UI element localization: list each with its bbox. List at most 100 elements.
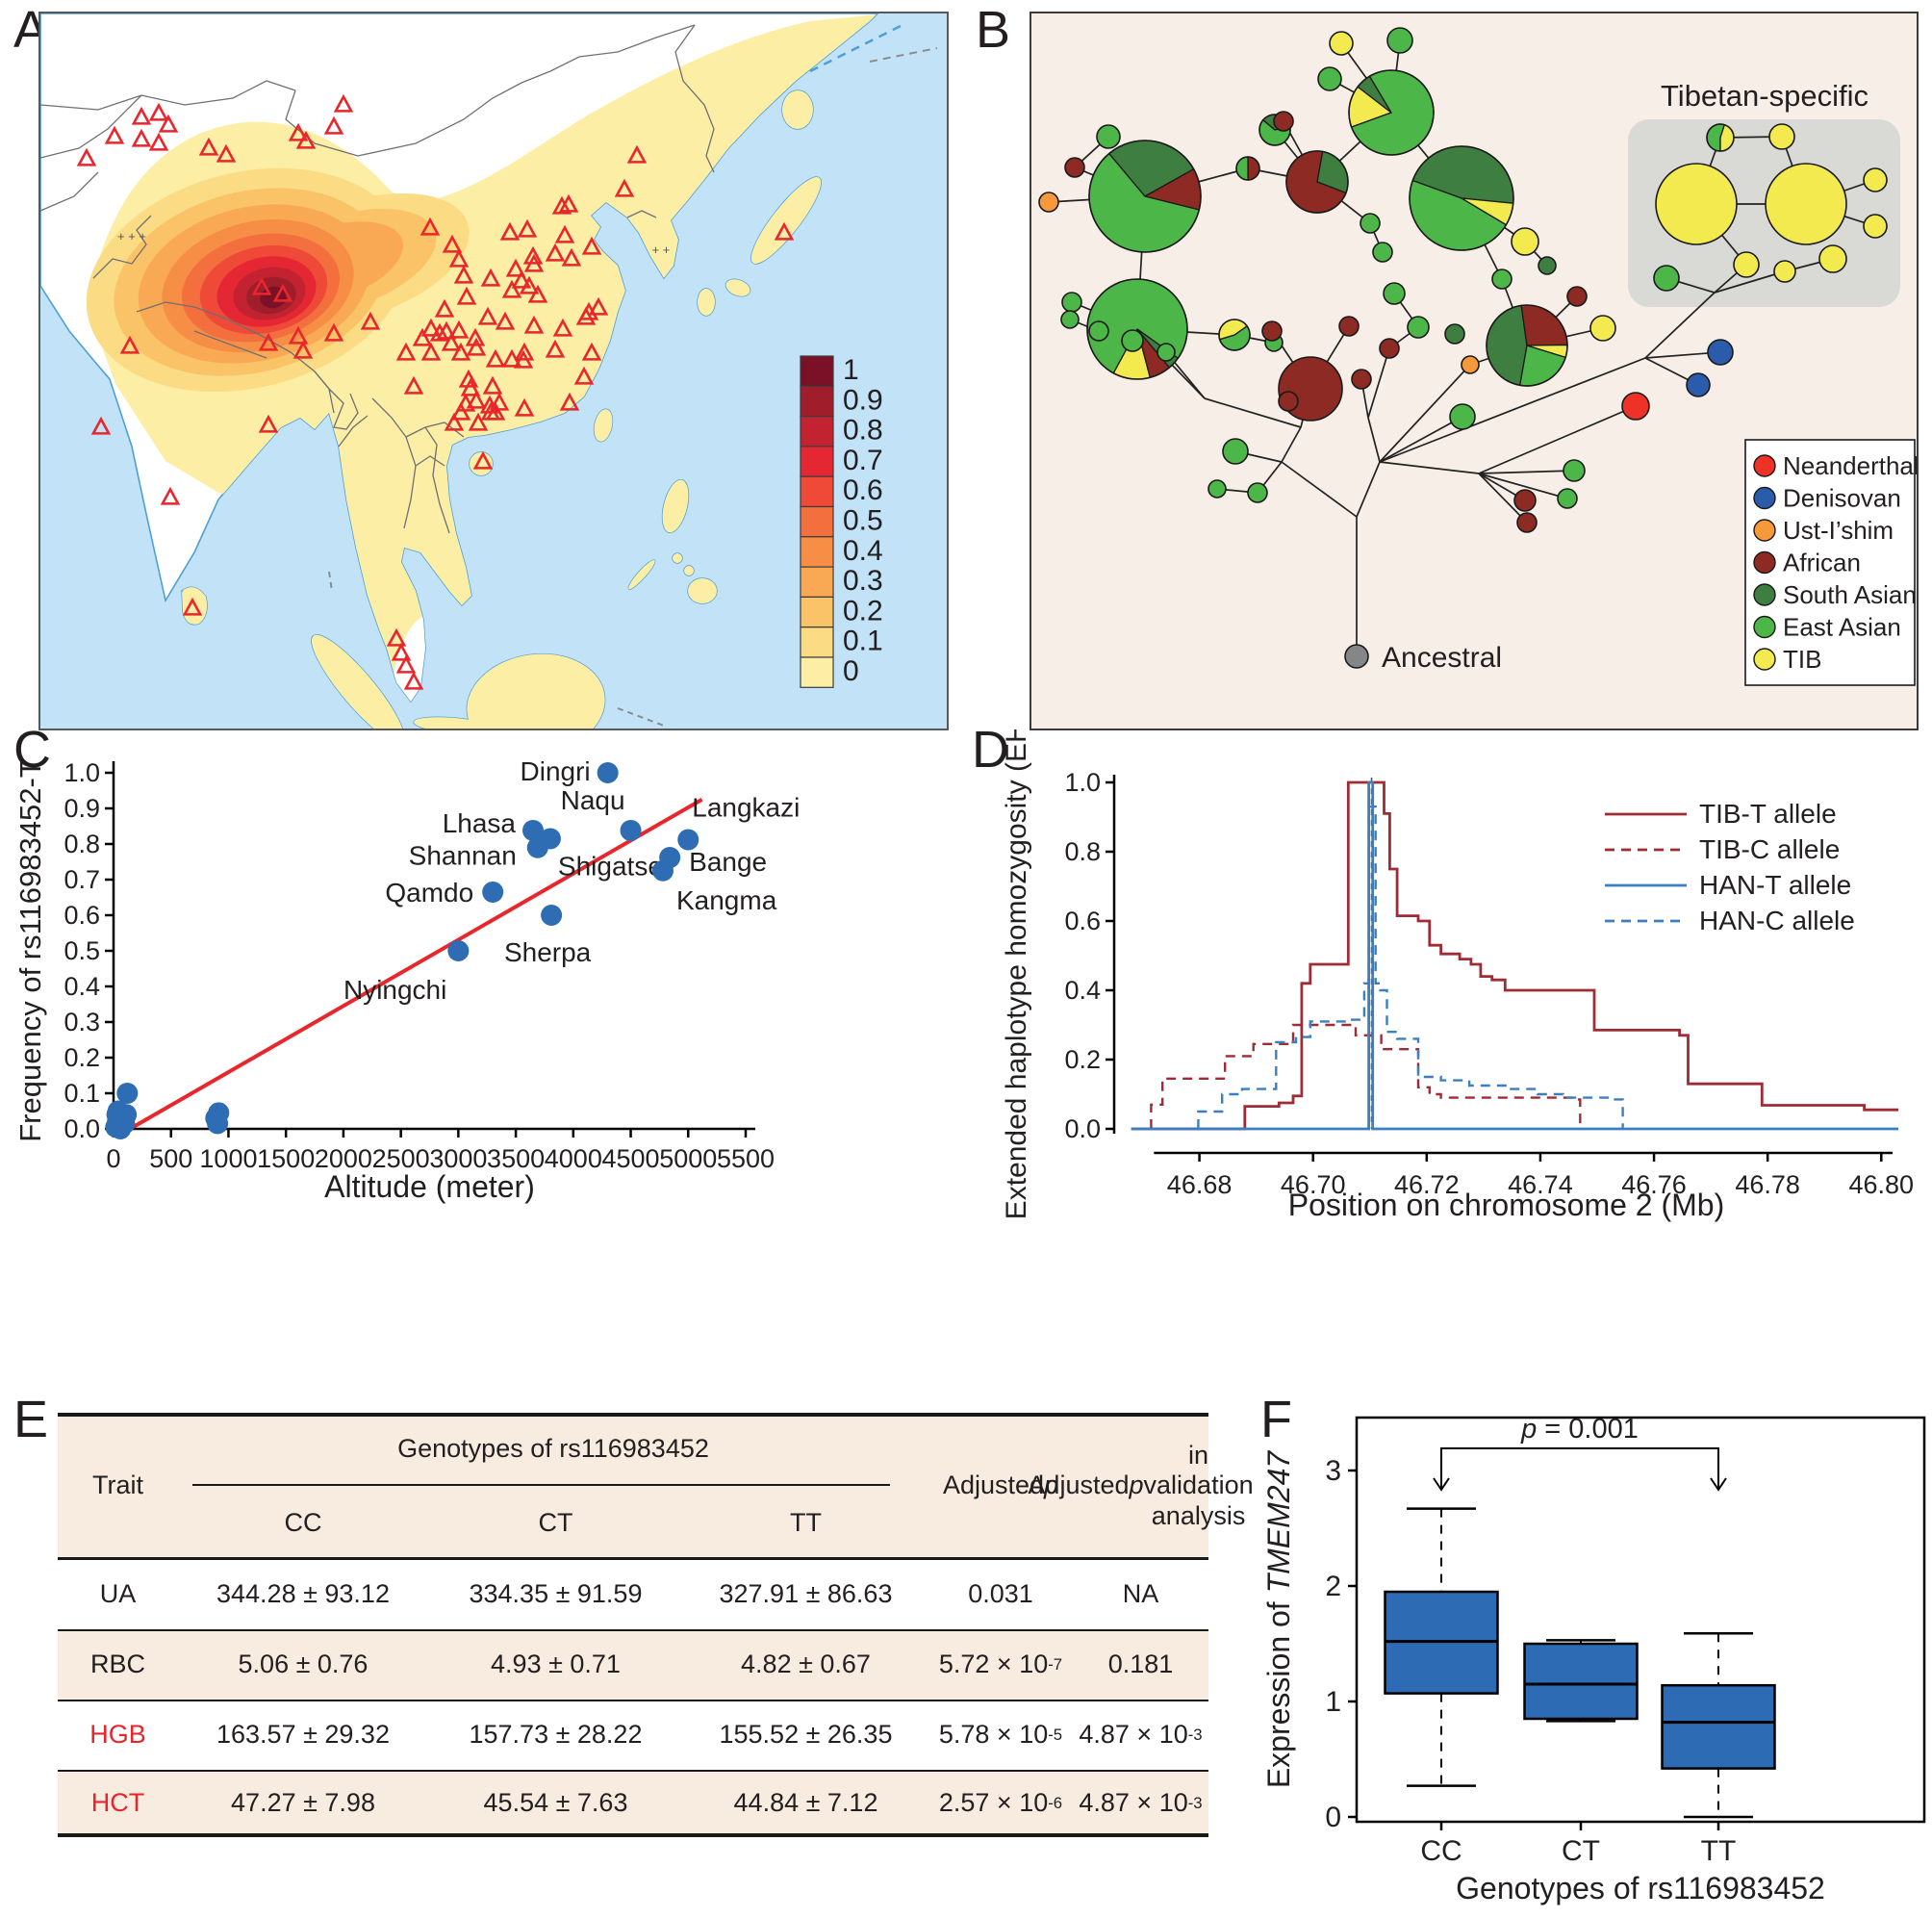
node-circle	[1768, 123, 1795, 150]
x-tick-label: 1500	[257, 1144, 315, 1173]
haplotype-node	[1538, 256, 1557, 275]
cell-trait-rbc: RBC	[89, 1649, 145, 1678]
haplotype-node	[1409, 145, 1514, 251]
sample-site-triangle	[626, 144, 648, 164]
legend-label: Denisovan	[1783, 484, 1901, 513]
network-edge	[1644, 292, 1716, 359]
legend-label: TIB	[1783, 645, 1821, 674]
header-genotypes-span: Genotypes of rs116983452	[397, 1434, 709, 1464]
haplotype-node	[1278, 391, 1299, 412]
panel-label-e: E	[13, 1391, 49, 1448]
sample-site-triangle	[468, 412, 489, 431]
haplotype-node	[1121, 329, 1144, 352]
x-tick-label: 500	[149, 1144, 192, 1173]
y-tick-label: 1	[1325, 1686, 1341, 1718]
network-edge	[1367, 417, 1381, 463]
legend-swatch-sa	[1753, 583, 1776, 606]
legend-label: East Asian	[1783, 613, 1901, 642]
colorbar-label: 0.2	[843, 595, 883, 627]
sample-site-triangle	[295, 130, 317, 149]
sample-site-triangle	[480, 268, 501, 287]
panel-label-f: F	[1260, 1391, 1292, 1448]
legend-label: African	[1783, 549, 1861, 577]
line-legend: TIB-T allele TIB-C allele HAN-T allele HAN-…	[1605, 799, 1855, 935]
network-edge	[1281, 426, 1302, 463]
haplotype-node	[1863, 214, 1888, 239]
colorbar-label: 0.4	[843, 535, 883, 567]
header-adjusted-p-validation: Adjusted p in validation analysis	[1028, 1441, 1254, 1530]
cell-trait-ua: UA	[99, 1578, 137, 1608]
haplotype-node	[1338, 316, 1360, 337]
box-ct	[1523, 1639, 1639, 1723]
iqr-box	[1523, 1642, 1639, 1721]
x-tick-label: 0	[106, 1144, 120, 1173]
sample-site-triangle	[561, 247, 582, 267]
legend-swatch-ust	[1753, 519, 1776, 542]
sample-site-triangle	[614, 178, 635, 197]
sample-sites	[76, 93, 795, 690]
node-circle	[1060, 310, 1080, 329]
sample-site-triangle	[581, 342, 602, 361]
sample-site-triangle	[288, 325, 309, 345]
y-axis-label: Extended haplotype homozygosity (EHH)	[1001, 729, 1032, 1219]
table-rule	[58, 1833, 1208, 1837]
network-edge	[1379, 461, 1480, 474]
sample-site-triangle	[420, 342, 442, 361]
haplotype-node	[1372, 242, 1393, 263]
sample-site-triangle	[403, 671, 424, 690]
sample-site-triangle	[288, 122, 309, 141]
country-border	[193, 330, 267, 359]
y-tick-label: 0.0	[64, 1114, 100, 1143]
y-tick-label: 2	[1325, 1571, 1341, 1602]
table-rule	[58, 1413, 1208, 1417]
sample-site-triangle	[501, 279, 522, 298]
cell-cc: 344.28 ± 93.12	[216, 1578, 390, 1608]
node-circle	[1461, 355, 1480, 374]
colorbar-swatch	[800, 627, 834, 658]
haplotype-node	[1563, 459, 1586, 482]
data-point	[106, 1104, 128, 1126]
genotype-trait-table: Trait Genotypes of rs116983452 CC CT TT Adjus…	[58, 1413, 1254, 1840]
network-edge	[1478, 473, 1528, 524]
country-border	[285, 24, 696, 157]
y-tick-label: 0.7	[64, 865, 100, 894]
node-circle	[1538, 256, 1557, 275]
sample-site-triangle	[412, 327, 433, 346]
sample-site-triangle	[160, 486, 181, 505]
header-genotype-cc: CC	[284, 1508, 322, 1538]
kuril-dashes	[809, 21, 907, 73]
haplotype-node	[1086, 278, 1188, 380]
haplotype-node	[1706, 123, 1735, 152]
network-edge	[1478, 473, 1568, 499]
plot-frame	[1355, 1416, 1926, 1824]
x-tick-label: 46.80	[1848, 1170, 1914, 1199]
data-point-shigatse	[539, 828, 561, 850]
haplotype-node	[1461, 355, 1480, 374]
node-circle	[1096, 124, 1121, 149]
point-label-naqu: Naqu	[561, 785, 625, 815]
cell-validation-p: 0.181	[1107, 1649, 1174, 1678]
country-border	[424, 426, 450, 534]
legend-label: TIB-C allele	[1699, 834, 1840, 864]
ancestral-label: Ancestral	[1382, 642, 1502, 674]
legend-label: HAN-C allele	[1699, 906, 1855, 935]
haplotype-node	[1486, 304, 1568, 387]
sample-site-triangle	[450, 401, 471, 421]
cell-adjusted-p: 2.57 × 10 -6	[938, 1788, 1063, 1818]
node-circle	[1338, 316, 1360, 337]
haplotype-node	[1768, 123, 1795, 150]
x-tick-label: CT	[1562, 1835, 1600, 1867]
cell-tt: 4.82 ± 0.67	[741, 1649, 871, 1678]
sample-site-triangle	[272, 283, 293, 302]
sample-site-triangle	[441, 332, 462, 351]
node-circle	[1088, 320, 1109, 342]
y-tick-label: 1.0	[64, 758, 100, 787]
island-dashes	[869, 47, 938, 63]
sample-site-triangle	[559, 392, 580, 411]
sample-site-triangle	[522, 245, 544, 265]
colorbar-swatch	[800, 416, 834, 448]
haplotype-node	[1655, 163, 1738, 245]
y-tick-label: 0.3	[64, 1008, 100, 1036]
sample-site-triangle	[158, 114, 179, 133]
x-tick-label: 5500	[717, 1144, 775, 1173]
